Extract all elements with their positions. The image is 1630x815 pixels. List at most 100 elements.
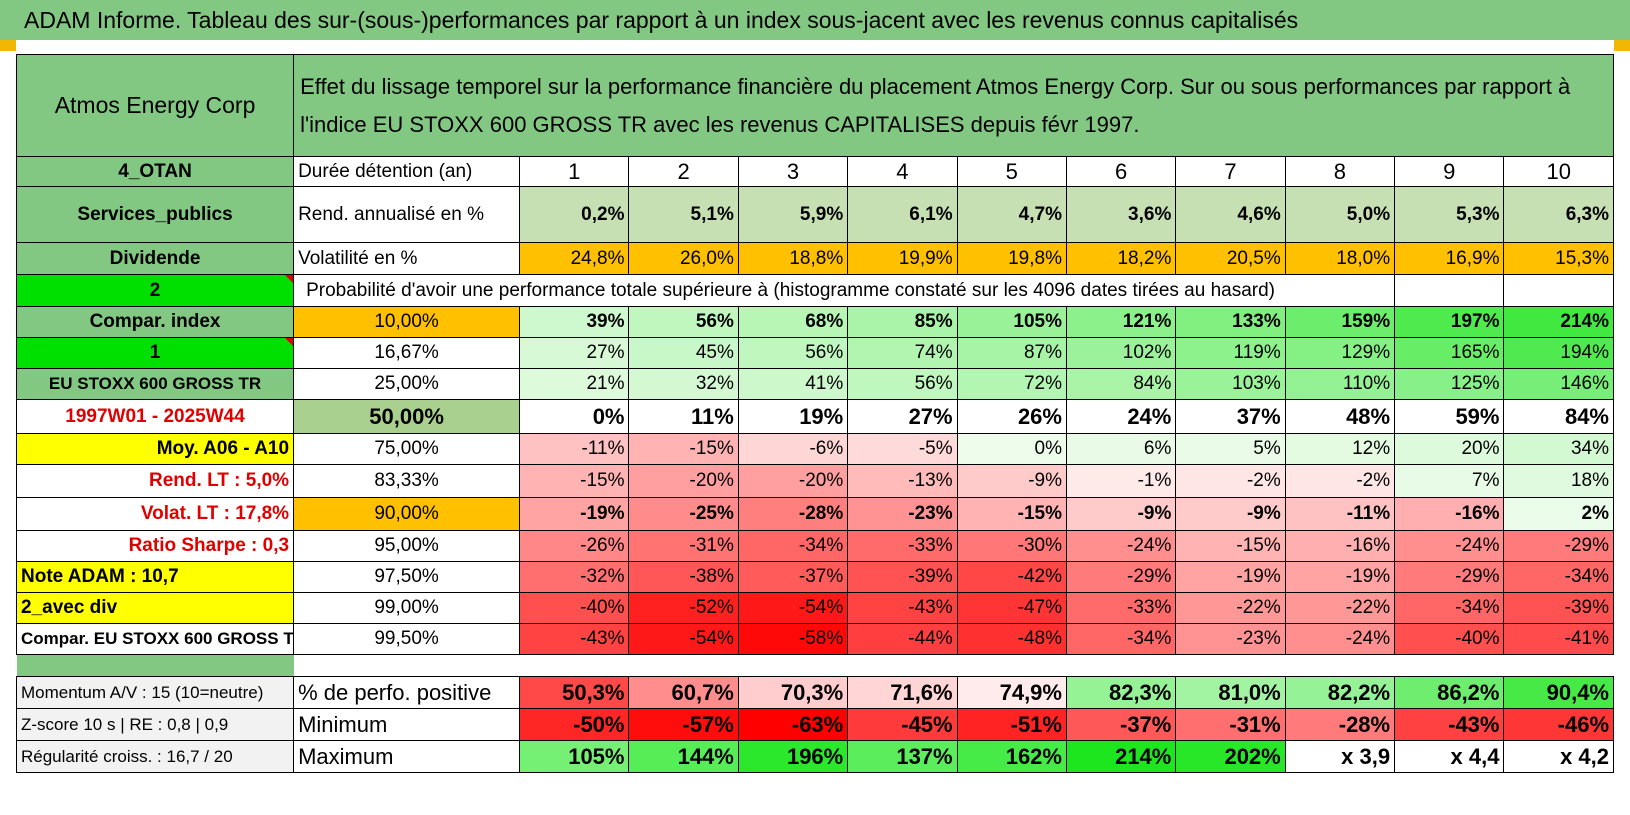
stats-cell: -31%	[1175, 708, 1286, 741]
perf-cell: 84%	[1503, 399, 1614, 434]
gap-cell	[16, 654, 294, 677]
performance-table: Atmos Energy Corp Effet du lissage tempo…	[15, 54, 1614, 773]
duration-header: 1	[519, 156, 630, 187]
stats-cell: 196%	[737, 740, 849, 773]
perf-cell: -22%	[1175, 592, 1286, 624]
perf-cell: -48%	[956, 623, 1067, 655]
perf-cell: -15%	[628, 433, 739, 465]
perf-cell: 18%	[1503, 464, 1614, 498]
perf-row: EU STOXX 600 GROSS TR 25,00% 21% 32% 41% 56% 7…	[15, 368, 1614, 400]
table-body: Atmos Energy Corp Effet du lissage tempo…	[15, 54, 1614, 773]
stats-cell: 70,3%	[737, 676, 849, 709]
mode-selector: 2	[15, 274, 295, 307]
stats-cell: -45%	[847, 708, 958, 741]
perf-row: Compar. index 10,00% 39% 56% 68% 85% 105% 121% 1…	[15, 306, 1614, 338]
gap-row	[16, 654, 1614, 677]
perf-cell: -42%	[956, 561, 1067, 593]
perf-cell: -15%	[1175, 530, 1286, 562]
stats-label: % de perfo. positive	[293, 676, 521, 709]
return-label: Rend. annualisé en %	[293, 186, 521, 243]
perf-cell: 165%	[1394, 337, 1505, 369]
stats-cell: -46%	[1503, 708, 1614, 741]
threshold-percent: 10,00%	[293, 306, 521, 338]
perf-cell: -23%	[1175, 623, 1286, 655]
perf-cell: 37%	[1175, 399, 1286, 434]
perf-cell: -31%	[628, 530, 739, 562]
performance-sheet: Atmos Energy Corp Effet du lissage tempo…	[15, 54, 1614, 815]
perf-cell: 121%	[1065, 306, 1177, 338]
perf-cell: -54%	[628, 623, 739, 655]
perf-cell: -11%	[1284, 497, 1396, 531]
perf-row: Note ADAM : 10,7 97,50% -32% -38% -37% -39% -4…	[15, 561, 1614, 593]
stats-side-label: Régularité croiss. : 16,7 / 20	[15, 740, 295, 773]
perf-cell: 197%	[1394, 306, 1505, 338]
side-label: 1997W01 - 2025W44	[15, 399, 295, 434]
stats-side-label: Momentum A/V : 15 (10=neutre)	[15, 676, 295, 709]
stats-label: Minimum	[293, 708, 521, 741]
perf-cell: 84%	[1065, 368, 1177, 400]
empty-cell	[1394, 274, 1505, 307]
duration-header: 8	[1284, 156, 1396, 187]
duration-header: 9	[1394, 156, 1505, 187]
stats-cell: 162%	[956, 740, 1067, 773]
threshold-percent: 99,00%	[293, 592, 521, 624]
company-cell: Atmos Energy Corp	[15, 54, 295, 157]
perf-cell: 21%	[519, 368, 630, 400]
perf-cell: 59%	[1394, 399, 1505, 434]
perf-row: Moy. A06 - A10 75,00% -11% -15% -6% -5% 0% 6% 5%…	[15, 433, 1614, 465]
stats-cell: 71,6%	[847, 676, 958, 709]
volatility-value: 24,8%	[519, 242, 630, 275]
perf-cell: 0%	[519, 399, 630, 434]
perf-cell: -16%	[1394, 497, 1505, 531]
volatility-value: 15,3%	[1503, 242, 1614, 275]
stats-cell: 74,9%	[956, 676, 1067, 709]
perf-cell: -9%	[1175, 497, 1286, 531]
duration-header: 7	[1175, 156, 1286, 187]
threshold-percent: 90,00%	[293, 497, 521, 531]
stats-cell: 82,3%	[1065, 676, 1177, 709]
perf-cell: 159%	[1284, 306, 1396, 338]
perf-cell: 12%	[1284, 433, 1396, 465]
stats-label: Maximum	[293, 740, 521, 773]
perf-cell: 125%	[1394, 368, 1505, 400]
duration-header: 10	[1503, 156, 1614, 187]
perf-cell: 39%	[519, 306, 630, 338]
perf-cell: 87%	[956, 337, 1067, 369]
perf-cell: 102%	[1065, 337, 1177, 369]
perf-row: Rend. LT : 5,0% 83,33% -15% -20% -20% -13% -9%…	[15, 464, 1614, 498]
stats-cell: -57%	[628, 708, 739, 741]
perf-cell: 2%	[1503, 497, 1614, 531]
side-label: Rend. LT : 5,0%	[15, 464, 295, 498]
stats-cell: x 4,4	[1394, 740, 1505, 773]
perf-cell: 41%	[737, 368, 849, 400]
perf-cell: -1%	[1065, 464, 1177, 498]
sector-label: Services_publics	[15, 186, 295, 243]
perf-cell: -39%	[847, 561, 958, 593]
perf-cell: 27%	[847, 399, 958, 434]
perf-cell: -20%	[737, 464, 849, 498]
perf-cell: -43%	[847, 592, 958, 624]
stats-cell: 86,2%	[1394, 676, 1505, 709]
perf-cell: 105%	[956, 306, 1067, 338]
perf-row: Volat. LT : 17,8% 90,00% -19% -25% -28% -23% -…	[15, 497, 1614, 531]
perf-cell: -40%	[1394, 623, 1505, 655]
stats-cell: -50%	[519, 708, 630, 741]
stats-cell: -43%	[1394, 708, 1505, 741]
volatility-value: 18,0%	[1284, 242, 1396, 275]
perf-cell: 103%	[1175, 368, 1286, 400]
perf-row: 1 16,67% 27% 45% 56% 74% 87% 102% 119% 129% 165% 19…	[15, 337, 1614, 369]
perf-cell: -11%	[519, 433, 630, 465]
perf-cell: 20%	[1394, 433, 1505, 465]
perf-cell: -32%	[519, 561, 630, 593]
perf-cell: -20%	[628, 464, 739, 498]
return-value: 4,7%	[956, 186, 1067, 243]
perf-cell: 146%	[1503, 368, 1614, 400]
description-cell: Effet du lissage temporel sur la perform…	[293, 54, 1614, 157]
perf-cell: 45%	[628, 337, 739, 369]
perf-cell: 129%	[1284, 337, 1396, 369]
volatility-row: Dividende Volatilité en % 24,8% 26,0% 18,8% 1…	[15, 242, 1614, 275]
volatility-value: 19,9%	[847, 242, 958, 275]
perf-cell: 11%	[628, 399, 739, 434]
perf-cell: -40%	[519, 592, 630, 624]
perf-cell: -29%	[1065, 561, 1177, 593]
